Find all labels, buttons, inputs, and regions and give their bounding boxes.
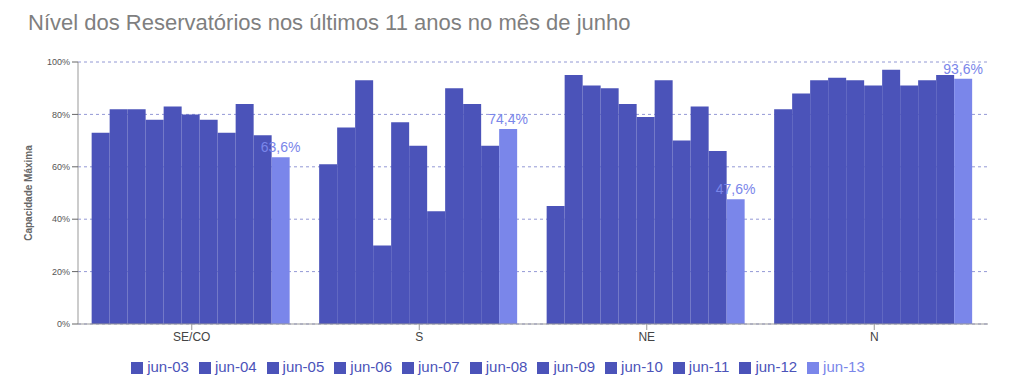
svg-text:63,6%: 63,6% [261, 139, 301, 155]
svg-text:40%: 40% [52, 214, 70, 224]
svg-text:74,4%: 74,4% [488, 111, 528, 127]
svg-text:47,6%: 47,6% [716, 181, 756, 197]
html-text:jun-06: jun-06 [350, 358, 392, 375]
html-text:jun-05: jun-05 [282, 358, 325, 375]
svg-text:N: N [870, 330, 879, 344]
svg-text:20%: 20% [52, 267, 70, 277]
svg-text:SE/CO: SE/CO [173, 330, 210, 344]
svg-text:0%: 0% [57, 319, 70, 329]
svg-text:60%: 60% [52, 162, 70, 172]
html-text:jun-09: jun-09 [553, 358, 596, 375]
svg-text:80%: 80% [52, 110, 70, 120]
html-text:jun-07: jun-07 [418, 358, 460, 375]
svg-text:100%: 100% [47, 57, 70, 67]
svg-text:S: S [415, 330, 423, 344]
html-text:jun-11: jun-11 [688, 358, 730, 375]
html-text:jun-12: jun-12 [755, 358, 798, 375]
html-text:jun-03: jun-03 [147, 358, 189, 375]
html-text:jun-08: jun-08 [485, 358, 528, 375]
svg-text:93,6%: 93,6% [943, 61, 983, 77]
html-text:jun-04: jun-04 [214, 358, 257, 375]
svg-text:NE: NE [638, 330, 655, 344]
svg-text:Capacidade Máxima: Capacidade Máxima [23, 145, 34, 241]
html-text:Nível dos Reservatórios nos úl: Nível dos Reservatórios nos últimos 11 a… [28, 10, 631, 35]
html-text:jun-13: jun-13 [823, 358, 865, 375]
html-text:jun-10: jun-10 [621, 358, 663, 375]
